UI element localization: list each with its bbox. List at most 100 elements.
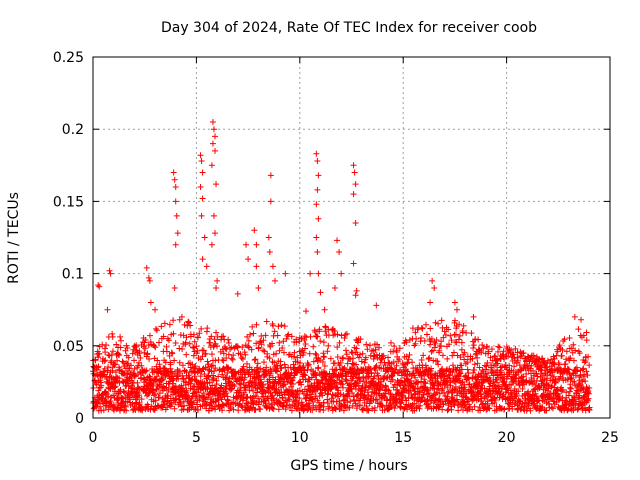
roti-point [431, 285, 438, 292]
roti-point [158, 375, 165, 382]
roti-point [252, 356, 259, 363]
roti-point [508, 382, 515, 389]
roti-point [401, 382, 408, 389]
roti-point [528, 362, 535, 369]
roti-point [187, 322, 194, 329]
roti-point [352, 292, 359, 299]
roti-point [156, 339, 163, 346]
roti-point [146, 277, 153, 284]
roti-point [414, 385, 421, 392]
roti-point [121, 389, 128, 396]
roti-point [215, 397, 222, 404]
roti-point [270, 405, 277, 412]
roti-point [444, 384, 451, 391]
roti-point [182, 381, 189, 388]
roti-point [105, 364, 112, 371]
roti-point [155, 385, 162, 392]
roti-point [369, 405, 376, 412]
roti-point [225, 340, 232, 347]
roti-point [251, 375, 258, 382]
roti-point [483, 343, 490, 350]
roti-point [125, 360, 132, 367]
roti-point [308, 391, 315, 398]
roti-point [194, 406, 201, 413]
roti-point [498, 363, 505, 370]
roti-point [439, 406, 446, 413]
roti-point [212, 230, 219, 237]
roti-point [496, 344, 503, 351]
roti-point [514, 357, 521, 364]
roti-point [276, 339, 283, 346]
roti-point [410, 385, 417, 392]
roti-point [536, 384, 543, 391]
roti-point [576, 350, 583, 357]
roti-point [586, 384, 593, 391]
roti-point [230, 406, 237, 413]
roti-point [152, 306, 159, 313]
roti-point [167, 361, 174, 368]
roti-point [292, 405, 299, 412]
roti-point [388, 339, 395, 346]
roti-point [356, 402, 363, 409]
roti-point [438, 317, 445, 324]
grid-lines [93, 57, 610, 418]
roti-point [178, 313, 185, 320]
roti-point [199, 256, 206, 263]
roti-point [567, 381, 574, 388]
roti-point [474, 354, 481, 361]
roti-point [409, 359, 416, 366]
roti-point [213, 381, 220, 388]
roti-point [290, 381, 297, 388]
roti-point [427, 341, 434, 348]
roti-point [585, 390, 592, 397]
roti-point [336, 339, 343, 346]
roti-point [530, 400, 537, 407]
roti-point [137, 354, 144, 361]
roti-point [412, 329, 419, 336]
roti-point [240, 395, 247, 402]
roti-point [153, 327, 160, 334]
roti-point [568, 374, 575, 381]
roti-point [422, 362, 429, 369]
roti-point [152, 344, 159, 351]
roti-point [578, 316, 585, 323]
roti-point [266, 355, 273, 362]
roti-point [173, 212, 180, 219]
roti-point [95, 363, 102, 370]
roti-point [470, 313, 477, 320]
roti-point [90, 405, 97, 412]
roti-point [353, 345, 360, 352]
roti-point [198, 212, 205, 219]
roti-point [452, 331, 459, 338]
roti-point [432, 319, 439, 326]
roti-point [357, 378, 364, 385]
roti-point [104, 306, 111, 313]
roti-point [552, 379, 559, 386]
roti-point [334, 237, 341, 244]
roti-point [573, 398, 580, 405]
roti-point [200, 390, 207, 397]
roti-point [463, 329, 470, 336]
roti-point [350, 162, 357, 169]
roti-point [482, 371, 489, 378]
roti-point [422, 380, 429, 387]
roti-point [315, 364, 322, 371]
roti-point [143, 367, 150, 374]
roti-point [492, 396, 499, 403]
roti-point [200, 347, 207, 354]
roti-point [488, 346, 495, 353]
roti-point [280, 338, 287, 345]
roti-point [273, 350, 280, 357]
roti-point [315, 172, 322, 179]
roti-point [480, 345, 487, 352]
y-tick-label: 0.15 [53, 194, 84, 210]
roti-point [357, 336, 364, 343]
roti-point [154, 402, 161, 409]
roti-point [584, 372, 591, 379]
roti-point [372, 396, 379, 403]
roti-point [349, 349, 356, 356]
roti-point [260, 382, 267, 389]
roti-point [183, 334, 190, 341]
roti-point [579, 366, 586, 373]
roti-point [570, 341, 577, 348]
